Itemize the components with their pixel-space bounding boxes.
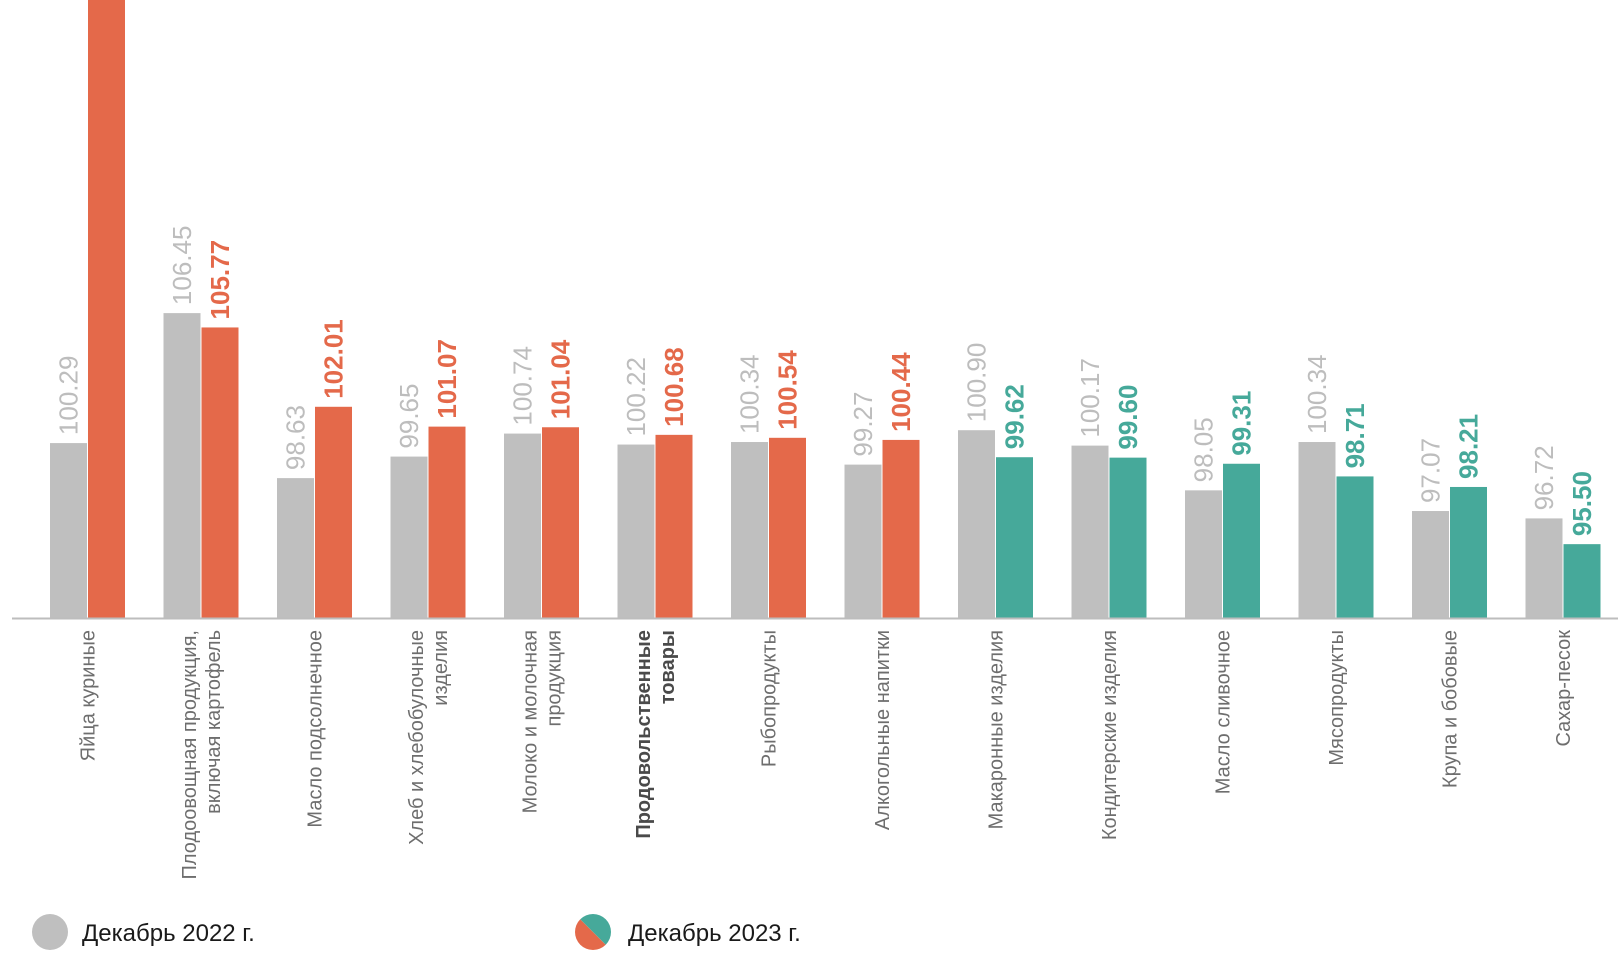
value-label-2023-9: 99.60 <box>1113 385 1143 450</box>
bar-2023-1 <box>201 327 239 618</box>
bar-2022-13 <box>1525 518 1563 618</box>
bar-2023-12 <box>1450 486 1487 618</box>
legend-item-2022: Декабрь 2022 г. <box>32 914 255 950</box>
category-label-4: Молоко и молочная продукция <box>520 630 566 813</box>
value-label-2022-2: 98.63 <box>281 405 311 470</box>
bar-2023-3 <box>428 426 466 618</box>
bar-2022-10 <box>1185 490 1222 618</box>
legend-item-2023: Декабрь 2023 г. <box>575 914 801 950</box>
bar-2022-12 <box>1412 511 1449 618</box>
value-label-2022-12: 97.07 <box>1416 438 1446 503</box>
bar-2022-9 <box>1071 445 1109 618</box>
category-label-7: Алкогольные напитки <box>872 630 894 830</box>
bar-2023-4 <box>542 427 579 618</box>
legend: Декабрь 2022 г. Декабрь 2023 г. <box>32 914 801 950</box>
bars-layer <box>50 0 1601 618</box>
bar-2022-4 <box>504 433 541 618</box>
bar-2023-11 <box>1336 476 1374 618</box>
value-label-2023-3: 101.07 <box>432 339 462 419</box>
value-label-2023-8: 99.62 <box>1000 384 1030 449</box>
value-label-2022-5: 100.22 <box>621 357 651 437</box>
category-label-9: Кондитерские изделия <box>1099 630 1121 840</box>
bar-2022-1 <box>163 313 201 618</box>
value-label-2022-0: 100.29 <box>54 356 84 436</box>
bar-2023-6 <box>769 437 806 618</box>
value-label-2022-3: 99.65 <box>394 384 424 449</box>
value-label-2023-7: 100.44 <box>886 352 916 432</box>
category-label-1: Плодоовощная продукция, включая картофель <box>179 630 225 879</box>
value-label-2022-4: 100.74 <box>508 346 538 426</box>
category-label-10: Масло сливочное <box>1213 630 1235 794</box>
bar-2023-2 <box>315 406 352 618</box>
bar-2023-10 <box>1223 463 1260 618</box>
bar-2023-9 <box>1109 457 1147 618</box>
value-label-2022-13: 96.72 <box>1529 445 1559 510</box>
bar-2023-13 <box>1563 544 1601 618</box>
category-label-13: Сахар-песок <box>1553 630 1575 747</box>
legend-marker-2023 <box>575 914 611 950</box>
bar-2022-0 <box>50 443 87 618</box>
legend-label-2023: Декабрь 2023 г. <box>628 920 801 947</box>
bar-2023-5 <box>655 434 693 618</box>
category-label-12: Крупа и бобовые <box>1440 630 1462 788</box>
bar-2022-8 <box>958 430 995 618</box>
value-label-2023-5: 100.68 <box>659 347 689 427</box>
category-label-2: Масло подсолнечное <box>305 630 327 828</box>
value-label-2023-2: 102.01 <box>319 319 349 399</box>
category-label-8: Макаронные изделия <box>986 630 1008 829</box>
value-label-2023-4: 101.04 <box>546 339 576 419</box>
bar-2022-7 <box>844 464 882 618</box>
value-label-2022-1: 106.45 <box>167 226 197 306</box>
category-label-3: Хлеб и хлебобулочные изделия <box>406 630 452 845</box>
bar-2022-2 <box>277 478 314 618</box>
value-label-2023-1: 105.77 <box>205 240 235 320</box>
legend-marker-2022 <box>32 914 68 950</box>
bar-2022-11 <box>1298 442 1336 618</box>
bar-2022-5 <box>617 444 655 618</box>
value-label-2023-6: 100.54 <box>773 350 803 430</box>
value-label-2022-11: 100.34 <box>1302 354 1332 434</box>
value-label-2022-8: 100.90 <box>962 343 992 423</box>
value-label-2023-13: 95.50 <box>1567 471 1597 536</box>
category-label-6: Рыбопродукты <box>759 630 781 767</box>
bar-2023-7 <box>882 439 920 618</box>
value-label-2022-9: 100.17 <box>1075 358 1105 438</box>
bar-2022-6 <box>731 442 768 618</box>
category-label-0: Яйца куриные <box>78 630 100 761</box>
legend-label-2022: Декабрь 2022 г. <box>82 920 255 947</box>
value-labels-layer: 100.29122.87106.45105.7798.63102.0199.65… <box>54 226 1598 537</box>
category-labels-layer: Яйца куриные Плодоовощная продукция, включ… <box>78 630 1576 880</box>
value-label-2022-7: 99.27 <box>848 392 878 457</box>
value-label-2023-10: 99.31 <box>1227 391 1257 456</box>
value-label-2022-10: 98.05 <box>1189 417 1219 482</box>
bar-2023-8 <box>996 457 1033 618</box>
bar-2023-0 <box>88 0 125 618</box>
value-label-2023-11: 98.71 <box>1340 403 1370 468</box>
value-label-2022-6: 100.34 <box>735 354 765 434</box>
category-label-11: Мясопродукты <box>1326 630 1348 766</box>
value-label-2023-12: 98.21 <box>1454 414 1484 479</box>
bar-2022-3 <box>390 456 428 618</box>
category-label-5: Продовольственные товары <box>633 630 679 839</box>
